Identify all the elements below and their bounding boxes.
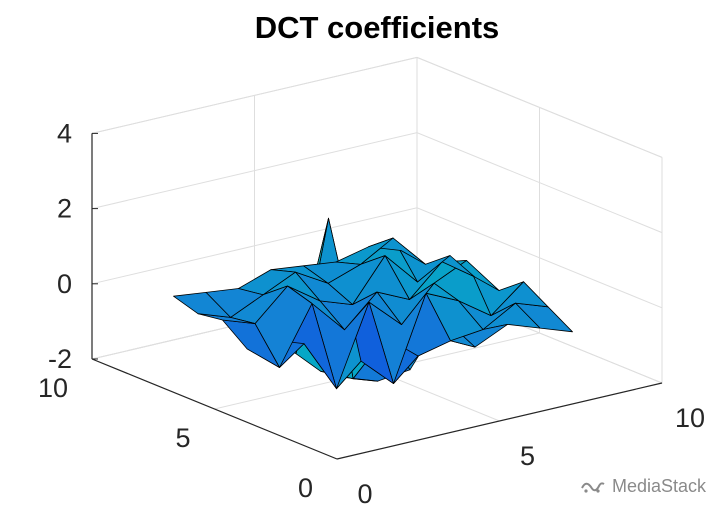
chart-title: DCT coefficients (254, 10, 500, 45)
surface-patch-0-6 (173, 291, 231, 318)
surface-mesh (173, 217, 573, 390)
z-tick-label: -2 (48, 344, 72, 374)
axis-lines (91, 133, 663, 460)
box-edge (416, 56, 663, 158)
watermark: MediaStack (580, 476, 706, 497)
z-tick-label: 4 (57, 118, 72, 148)
y-tick-label: 0 (298, 473, 313, 503)
tick-labels: -2 0 2 4 0 5 10 0 5 10 (38, 118, 705, 509)
y-axis-line (91, 358, 338, 460)
wechat-channel-icon (581, 481, 605, 493)
x-axis-line (336, 382, 663, 460)
z-tick-label: 0 (57, 269, 72, 299)
x-tick-label: 5 (520, 441, 535, 471)
y-tick-label: 10 (38, 373, 68, 403)
watermark-text: MediaStack (611, 476, 706, 496)
box-edge (91, 56, 418, 134)
z-tick-label: 2 (57, 194, 72, 224)
x-tick-label: 10 (675, 403, 705, 433)
y-tick-label: 5 (175, 423, 190, 453)
x-tick-label: 0 (357, 479, 372, 509)
